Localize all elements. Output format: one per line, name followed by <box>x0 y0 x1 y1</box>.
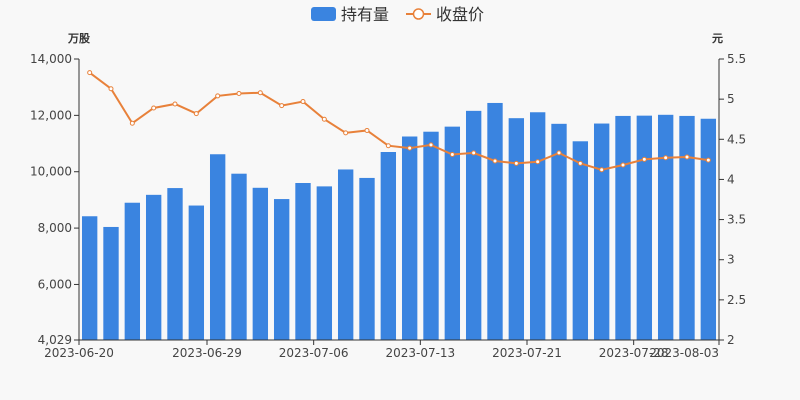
x-tick-label-4: 2023-07-21 <box>492 346 562 360</box>
bar-25[interactable] <box>615 115 631 341</box>
price-point-22[interactable] <box>556 150 562 156</box>
price-point-19[interactable] <box>492 158 498 164</box>
bar-13[interactable] <box>359 177 375 340</box>
price-point-12[interactable] <box>343 130 349 136</box>
bar-12[interactable] <box>337 169 354 340</box>
bar-11[interactable] <box>316 186 333 340</box>
bar-9[interactable] <box>273 199 290 340</box>
bar-18[interactable] <box>465 110 482 340</box>
legend-bar-label: 持有量 <box>341 5 389 24</box>
price-point-26[interactable] <box>641 156 647 162</box>
bar-3[interactable] <box>145 194 162 340</box>
price-point-28[interactable] <box>684 154 690 160</box>
bar-10[interactable] <box>295 183 311 340</box>
bar-2[interactable] <box>124 202 141 340</box>
price-point-7[interactable] <box>236 91 242 97</box>
price-point-4[interactable] <box>172 101 178 107</box>
right-tick-label-6: 5 <box>727 92 735 106</box>
price-point-6[interactable] <box>215 93 221 99</box>
right-tick-label-1: 2.5 <box>727 293 746 307</box>
price-point-13[interactable] <box>364 127 370 133</box>
bar-24[interactable] <box>593 123 610 340</box>
price-point-16[interactable] <box>428 142 434 148</box>
left-tick-label-3: 10,000 <box>30 165 72 179</box>
left-tick-label-2: 8,000 <box>38 221 72 235</box>
bar-5[interactable] <box>188 205 205 340</box>
bar-14[interactable] <box>380 152 397 340</box>
price-point-5[interactable] <box>193 111 199 117</box>
left-tick-label-5: 14,000 <box>30 52 72 66</box>
price-point-17[interactable] <box>449 152 455 158</box>
x-tick-label-5: 2023-07-28 <box>599 346 669 360</box>
price-point-24[interactable] <box>599 167 605 173</box>
bar-15[interactable] <box>401 136 418 341</box>
price-point-1[interactable] <box>108 86 114 92</box>
right-tick-label-5: 4.5 <box>727 132 746 146</box>
x-tick-label-3: 2023-07-13 <box>385 346 455 360</box>
bar-22[interactable] <box>551 123 567 340</box>
bar-7[interactable] <box>231 173 247 340</box>
bar-16[interactable] <box>423 131 439 340</box>
bar-28[interactable] <box>679 115 695 341</box>
bar-1[interactable] <box>103 226 119 340</box>
line-group <box>87 70 711 173</box>
price-line <box>89 71 709 171</box>
bar-23[interactable] <box>572 141 589 340</box>
price-point-3[interactable] <box>151 105 157 111</box>
right-tick-label-2: 3 <box>727 253 735 267</box>
bar-6[interactable] <box>209 154 226 340</box>
x-tick-label-0: 2023-06-20 <box>44 346 114 360</box>
price-point-9[interactable] <box>279 103 285 109</box>
right-tick-label-7: 5.5 <box>727 52 746 66</box>
bar-8[interactable] <box>252 187 269 340</box>
price-point-29[interactable] <box>705 157 711 163</box>
price-point-21[interactable] <box>535 159 541 165</box>
price-point-25[interactable] <box>620 162 626 168</box>
legend[interactable]: 持有量 收盘价 <box>311 5 484 24</box>
price-point-0[interactable] <box>87 70 93 76</box>
price-point-2[interactable] <box>129 120 135 126</box>
bar-27[interactable] <box>657 114 674 340</box>
left-axis-unit: 万股 <box>67 32 91 45</box>
legend-line-label: 收盘价 <box>436 5 484 24</box>
x-tick-label-2: 2023-07-06 <box>279 346 349 360</box>
left-tick-label-1: 6,000 <box>38 277 72 291</box>
bar-20[interactable] <box>508 118 525 341</box>
right-tick-label-3: 3.5 <box>727 213 746 227</box>
left-tick-label-0: 4,029 <box>38 333 72 347</box>
bar-0[interactable] <box>81 216 98 340</box>
bar-29[interactable] <box>700 118 717 340</box>
price-point-10[interactable] <box>300 99 306 105</box>
right-tick-label-0: 2 <box>727 333 735 347</box>
price-point-11[interactable] <box>321 116 327 122</box>
price-point-20[interactable] <box>513 160 519 166</box>
right-axis-unit: 元 <box>712 32 723 45</box>
bar-21[interactable] <box>529 112 546 340</box>
bar-19[interactable] <box>487 102 503 341</box>
price-point-8[interactable] <box>257 90 263 96</box>
legend-bar-swatch <box>311 7 336 21</box>
bar-26[interactable] <box>636 115 653 341</box>
axes-group <box>78 59 720 341</box>
price-point-23[interactable] <box>577 160 583 166</box>
x-tick-label-1: 2023-06-29 <box>172 346 242 360</box>
bar-17[interactable] <box>444 126 461 340</box>
right-tick-label-4: 4 <box>727 172 735 186</box>
price-point-15[interactable] <box>407 145 413 151</box>
legend-line-marker <box>412 8 425 20</box>
x-tick-label-6: 2023-08-03 <box>649 346 719 360</box>
bar-4[interactable] <box>167 188 183 340</box>
price-point-14[interactable] <box>385 143 391 149</box>
bars-group <box>81 102 717 341</box>
left-tick-label-4: 12,000 <box>30 108 72 122</box>
ticks-group: 4,029 6,000 8,000 10,000 12,000 14,000 2 2.5 3 3.… <box>30 52 746 360</box>
price-point-18[interactable] <box>471 150 477 156</box>
price-point-27[interactable] <box>663 155 669 161</box>
